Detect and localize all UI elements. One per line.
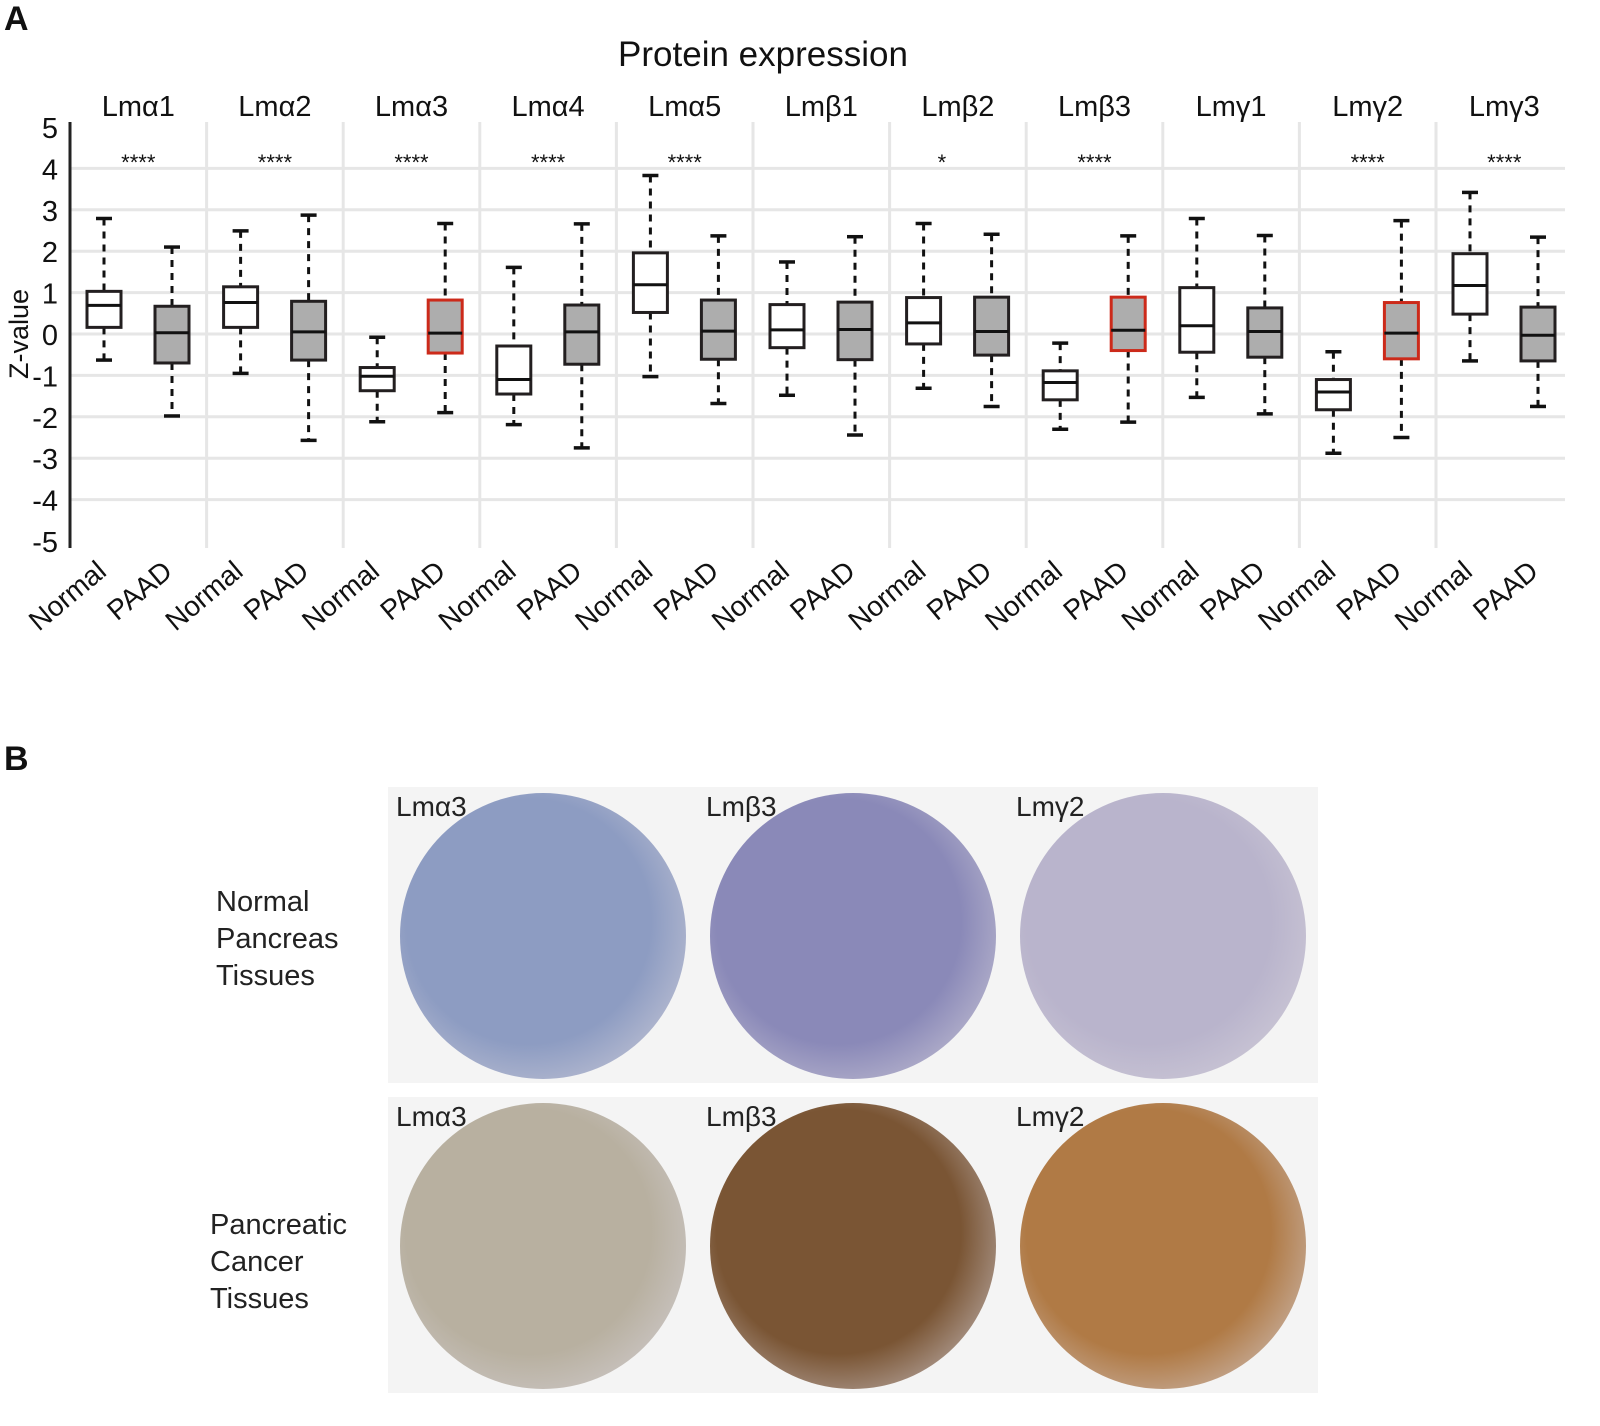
box-normal	[85, 289, 123, 329]
tissue-image-label: Lmβ3	[706, 791, 777, 822]
tissue-image-label: Lmβ3	[706, 1101, 777, 1132]
row-label-line: Pancreatic	[210, 1209, 348, 1241]
x-category-label: Normal	[296, 555, 385, 637]
y-tick-label: 1	[42, 279, 58, 311]
box-normal	[1178, 286, 1216, 354]
significance-marker: ****	[258, 150, 293, 175]
y-tick-label: 2	[42, 237, 58, 269]
group-label: Lmβ3	[1058, 91, 1131, 123]
box-paad	[153, 304, 191, 365]
y-tick-label: -3	[32, 444, 58, 476]
y-tick-label: 0	[42, 320, 58, 352]
x-category-label: Normal	[842, 555, 931, 637]
y-tick-label: 5	[42, 113, 58, 145]
box-normal	[631, 251, 669, 314]
row-label-line: Tissues	[210, 1283, 309, 1315]
y-tick-label: -4	[32, 486, 58, 518]
x-category-label: PAAD	[1467, 555, 1544, 626]
significance-marker: ****	[394, 150, 429, 175]
group-label: Lmα5	[648, 91, 721, 123]
significance-marker: ****	[1077, 150, 1112, 175]
box-normal	[1314, 378, 1352, 412]
box-normal	[358, 366, 396, 393]
box-normal	[1041, 369, 1079, 402]
tissue-microarray-image: Lmα3	[388, 787, 698, 1083]
box-plot-chart: 5 4 3 2 1 0 -1 -2 -3 -4 -5 Z-value Protein expressio…	[4, 35, 1565, 637]
x-category-label: Normal	[979, 555, 1068, 637]
significance-marker: ****	[1351, 150, 1386, 175]
y-axis-label: Z-value	[4, 289, 34, 379]
tissue-core	[400, 793, 686, 1079]
significance-marker: ****	[531, 150, 566, 175]
box-paad	[973, 295, 1011, 357]
tissue-core	[710, 793, 996, 1079]
row-label: Normal Pancreas Tissues	[216, 884, 339, 995]
x-category-label: Normal	[23, 555, 112, 637]
y-tick-label: -5	[32, 527, 58, 559]
panel-b-letter: B	[4, 740, 29, 778]
tissue-microarray-image: Lmβ3	[698, 787, 1008, 1083]
row-label: Pancreatic Cancer Tissues	[210, 1207, 347, 1318]
box-normal	[1451, 252, 1489, 316]
x-category-label: Normal	[706, 555, 795, 637]
box-paad	[1382, 301, 1420, 361]
tissue-core	[1020, 793, 1306, 1079]
box-paad	[426, 298, 464, 355]
group-label: Lmα1	[102, 91, 175, 123]
tissue-image-label: Lmγ2	[1016, 1101, 1085, 1132]
group-label: Lmβ2	[921, 91, 994, 123]
group-label: Lmγ1	[1196, 91, 1267, 123]
significance-marker: ****	[668, 150, 703, 175]
tissue-microarray-image: Lmγ2	[1008, 787, 1318, 1083]
row-label-line: Cancer	[210, 1246, 304, 1278]
x-category-label: Normal	[1389, 555, 1478, 637]
box-paad	[1109, 295, 1147, 353]
group-label: Lmα4	[512, 91, 585, 123]
tissue-image-label: Lmα3	[396, 791, 467, 822]
box-normal	[768, 303, 806, 350]
tissue-core	[1020, 1103, 1306, 1389]
y-tick-label: 4	[42, 154, 58, 186]
group-label: Lmα3	[375, 91, 448, 123]
box-normal	[495, 344, 533, 396]
row-label-line: Pancreas	[216, 923, 339, 955]
y-tick-label: -2	[32, 403, 58, 435]
group-label: Lmα2	[238, 91, 311, 123]
tissue-core	[400, 1103, 686, 1389]
tissue-image-label: Lmγ2	[1016, 791, 1085, 822]
row-label-line: Tissues	[216, 960, 315, 992]
x-category-label: Normal	[159, 555, 248, 637]
tissue-microarray-image: Lmα3	[388, 1097, 698, 1393]
group-label: Lmγ2	[1332, 91, 1403, 123]
tissue-microarray-image: Lmβ3	[698, 1097, 1008, 1393]
row-label-line: Normal	[216, 886, 310, 918]
group-label: Lmβ1	[785, 91, 858, 123]
tissue-core	[710, 1103, 996, 1389]
box-paad	[563, 303, 601, 366]
y-tick-label: 3	[42, 196, 58, 228]
significance-marker: ****	[1487, 150, 1522, 175]
box-normal	[905, 296, 943, 346]
group-label: Lmγ3	[1469, 91, 1540, 123]
x-category-label: Normal	[1252, 555, 1341, 637]
x-category-label: Normal	[569, 555, 658, 637]
x-category-label: Normal	[1116, 555, 1205, 637]
significance-marker: *	[938, 150, 947, 175]
panel-a-letter: A	[4, 0, 29, 38]
x-category-label: Normal	[433, 555, 522, 637]
chart-title: Protein expression	[618, 35, 908, 74]
significance-marker: ****	[121, 150, 156, 175]
box-normal	[222, 285, 260, 329]
tissue-microarray-image: Lmγ2	[1008, 1097, 1318, 1393]
tissue-image-label: Lmα3	[396, 1101, 467, 1132]
y-tick-label: -1	[32, 361, 58, 393]
